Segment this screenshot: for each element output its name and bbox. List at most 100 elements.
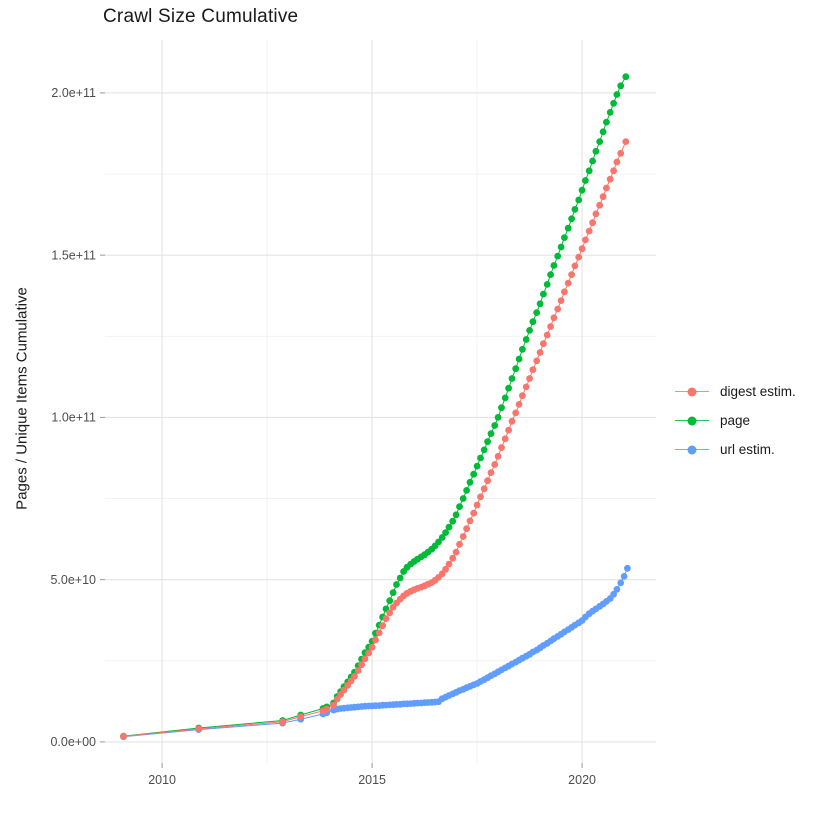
data-point (442, 565, 449, 573)
data-point (473, 462, 481, 470)
data-point (449, 554, 457, 562)
data-point (547, 323, 554, 330)
legend-item-page: page (675, 406, 796, 435)
data-point (582, 177, 589, 184)
data-point (568, 215, 575, 223)
legend-label: url estim. (720, 442, 775, 457)
data-point (484, 438, 491, 446)
axis-ticks (100, 92, 583, 768)
legend-dot-icon (687, 416, 697, 425)
data-point (571, 262, 579, 270)
data-point (585, 167, 593, 175)
data-point (554, 252, 562, 260)
data-point (396, 574, 404, 582)
data-point (582, 236, 589, 244)
y-tick-label: 0.0e+00 (50, 735, 96, 749)
data-point (494, 452, 502, 460)
axis-tick-labels: 2010 2015 2020 0.0e+00 5.0e+10 1.0e+11 1.5e+11… (50, 86, 596, 787)
data-point (561, 288, 568, 296)
y-tick-label: 5.0e+10 (50, 573, 96, 587)
data-point (480, 485, 488, 493)
data-point (456, 503, 463, 510)
data-point (596, 201, 604, 209)
data-point (297, 713, 305, 720)
data-point (358, 661, 365, 669)
data-point (571, 206, 579, 213)
x-tick-label: 2010 (148, 773, 176, 787)
data-point (452, 511, 460, 519)
data-point (508, 375, 516, 382)
y-tick-label: 1.5e+11 (51, 248, 96, 262)
legend-dot-icon (687, 387, 697, 396)
data-point (561, 234, 568, 242)
data-point (459, 533, 467, 540)
data-point (519, 345, 526, 353)
data-point (550, 314, 558, 322)
data-point (515, 355, 523, 363)
legend-key-url-estim (675, 444, 709, 455)
data-point (323, 705, 331, 713)
legend-key-page (675, 415, 709, 426)
data-point (622, 73, 630, 81)
legend-dot-icon (687, 445, 697, 454)
legend-label: digest estim. (720, 384, 796, 399)
data-point (459, 495, 467, 502)
x-tick-label: 2015 (358, 773, 386, 787)
data-point (498, 444, 505, 451)
data-point (445, 523, 453, 531)
data-point (463, 487, 470, 494)
data-point (529, 366, 537, 374)
data-point (606, 109, 614, 116)
data-point (613, 158, 621, 166)
data-point (526, 327, 533, 334)
data-point (351, 673, 358, 680)
data-point (491, 461, 499, 468)
data-point (389, 589, 397, 596)
data-point (613, 586, 621, 593)
data-point (393, 581, 400, 588)
data-point (557, 243, 565, 251)
data-point (279, 718, 286, 726)
data-point (578, 186, 586, 194)
data-point (599, 193, 607, 201)
data-point (463, 525, 470, 533)
data-point (536, 349, 544, 356)
data-point (617, 149, 625, 157)
data-point (519, 392, 526, 400)
data-point (554, 305, 562, 313)
data-point (610, 590, 617, 598)
data-point (575, 253, 583, 261)
data-point (480, 446, 488, 454)
data-point (484, 477, 491, 485)
data-point (603, 184, 610, 192)
data-point (589, 219, 596, 227)
data-point (512, 365, 520, 373)
data-point (540, 290, 547, 298)
data-point (340, 686, 348, 694)
data-point (379, 622, 386, 630)
series-digest-estim (120, 138, 630, 740)
data-point (438, 534, 446, 541)
data-point (543, 331, 551, 339)
data-point (330, 701, 337, 709)
data-point (477, 493, 484, 501)
data-point (603, 118, 610, 126)
data-point (375, 629, 383, 637)
data-point (435, 538, 442, 546)
data-point (575, 196, 583, 204)
data-point (195, 725, 203, 733)
data-point (620, 573, 628, 580)
data-point (473, 501, 481, 509)
data-point (515, 401, 523, 408)
data-point (501, 394, 509, 402)
data-point (522, 336, 530, 343)
data-point (599, 128, 607, 136)
data-point (470, 509, 478, 517)
data-point (550, 262, 558, 269)
legend-item-url-estim: url estim. (675, 435, 796, 464)
data-point (456, 540, 463, 548)
data-point (589, 157, 596, 165)
data-point (452, 548, 460, 556)
